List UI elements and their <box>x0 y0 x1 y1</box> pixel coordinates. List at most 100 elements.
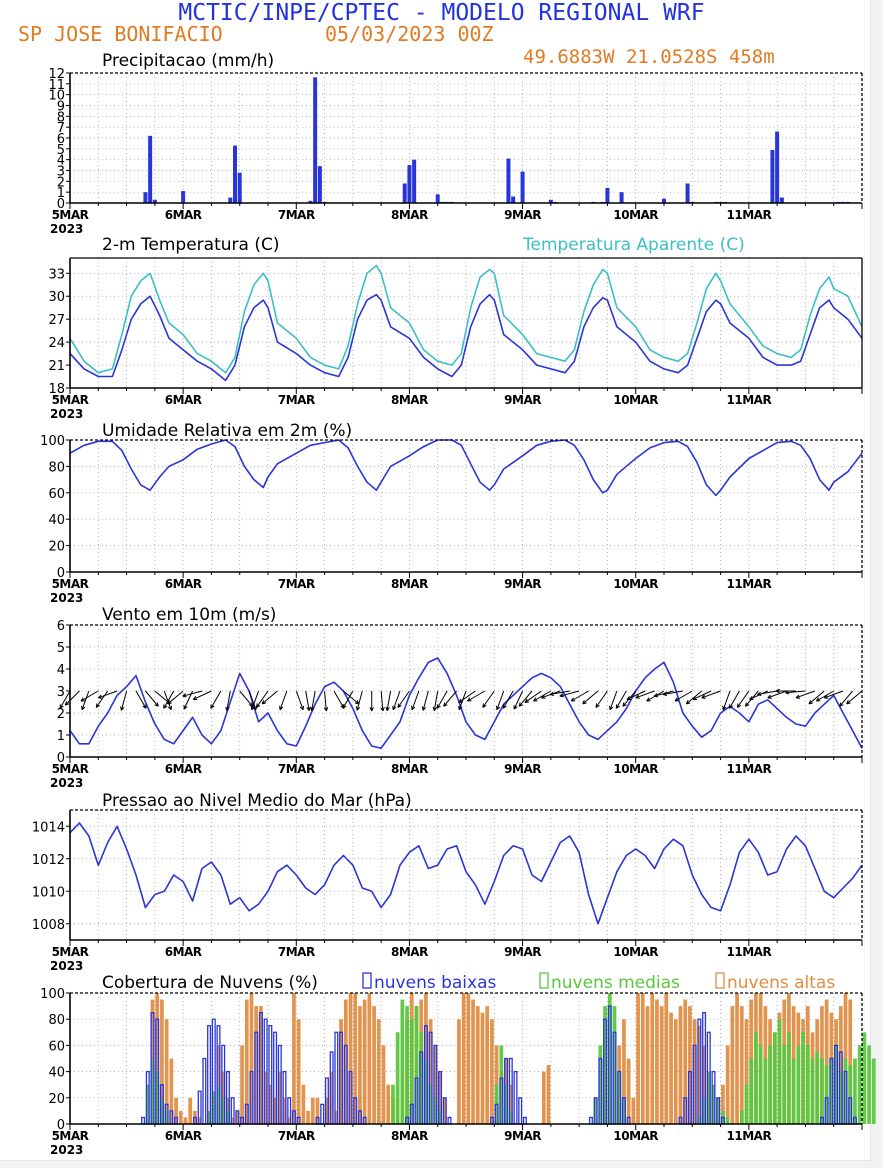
cloud-bar-nuvens-altas <box>273 1097 277 1124</box>
cloud-bar-nuvens-medias <box>438 1110 442 1124</box>
cloud-bar-nuvens-altas <box>358 1006 362 1124</box>
wind-arrow-head <box>163 704 168 709</box>
humidity-panel <box>66 439 863 578</box>
cloud-bar-nuvens-altas <box>254 1006 259 1124</box>
x-tick-label: 7MAR <box>278 1129 315 1143</box>
y-tick-label: 30 <box>48 290 65 305</box>
wind-arrow-head <box>846 700 851 705</box>
cloud-bar-nuvens-medias <box>820 1058 824 1124</box>
wind-arrow-head <box>369 707 374 712</box>
wind-arrow <box>95 690 109 708</box>
x-tick-label: 7MAR <box>278 577 315 591</box>
wind-arrow <box>380 690 384 711</box>
wind-arrow-head <box>248 702 254 707</box>
wind-arrow-head <box>662 691 668 697</box>
cloud-bar-nuvens-altas <box>353 993 358 1124</box>
wind-arrow-head <box>167 705 173 711</box>
precip-bar <box>775 131 780 203</box>
y-tick-label: 80 <box>48 1013 65 1028</box>
x-tick-label: 11MAR <box>727 945 772 959</box>
cloud-bar-nuvens-medias <box>815 1051 820 1124</box>
wind-arrow <box>163 690 172 710</box>
precip-bar <box>228 197 233 203</box>
cloud-bar-nuvens-altas <box>721 1084 725 1124</box>
y-tick-label: 6 <box>57 619 65 634</box>
cloud-bar-nuvens-altas <box>235 1110 240 1124</box>
y-tick-label: 0 <box>57 751 65 766</box>
wind-arrow-head <box>635 694 640 699</box>
y-tick-label: 1008 <box>32 918 65 933</box>
clouds-title: Cobertura de Nuvens (%) <box>102 973 318 993</box>
cloud-bar-nuvens-altas <box>160 999 164 1124</box>
cloud-bar-nuvens-medias <box>702 1097 706 1124</box>
x-tick-label: 11MAR <box>727 762 772 776</box>
cloud-bar-nuvens-altas <box>702 1045 706 1124</box>
wind-arrow-head <box>95 703 100 708</box>
cloud-bar-nuvens-altas <box>334 1110 339 1124</box>
wind-arrow-head <box>443 702 448 707</box>
cloud-bar-nuvens-altas <box>164 1019 169 1124</box>
y-tick-label: 0 <box>57 197 65 212</box>
wind-arrow-head <box>432 706 437 711</box>
y-tick-label: 1010 <box>32 885 65 900</box>
wind-arrow-head <box>97 694 103 699</box>
cloud-bar-nuvens-medias <box>405 1006 409 1124</box>
x-tick-label: 8MAR <box>391 208 428 222</box>
cloud-bar-nuvens-altas <box>659 1006 664 1124</box>
wind-arrow <box>295 690 304 710</box>
y-tick-label: 60 <box>48 487 65 502</box>
cloud-bar-nuvens-altas <box>461 993 466 1124</box>
wind-arrow <box>145 690 159 707</box>
legend-label-nuvens-medias: nuvens medias <box>551 973 680 993</box>
cloud-bar-nuvens-altas <box>263 1071 268 1124</box>
wind-arrow <box>674 690 693 702</box>
cloud-bar-nuvens-altas <box>546 1065 551 1124</box>
cloud-bar-nuvens-altas <box>433 1045 438 1124</box>
cloud-bar-nuvens-altas <box>197 1117 202 1124</box>
cloud-bar-nuvens-medias <box>758 1045 763 1124</box>
x-tick-label: 6MAR <box>165 762 202 776</box>
cloud-bar-nuvens-medias <box>216 1084 221 1124</box>
pressure-series-line-0 <box>69 822 863 925</box>
wind-arrow <box>467 690 486 702</box>
wind-arrow-head <box>518 702 523 707</box>
wind-arrow <box>64 690 80 706</box>
y-tick-label: 33 <box>48 267 65 282</box>
cloud-bar-nuvens-baixas <box>518 1097 523 1125</box>
cloud-bar-nuvens-medias <box>763 1058 768 1124</box>
precip-bar <box>511 196 516 203</box>
cloud-bar-nuvens-medias <box>612 1006 617 1124</box>
precip-bar <box>407 165 412 203</box>
legend-swatch-nuvens-medias <box>539 972 549 989</box>
wind-arrow-head <box>81 705 86 711</box>
y-tick-label: 12 <box>48 67 65 82</box>
precip-bar <box>152 199 157 203</box>
wind-arrow <box>261 690 278 705</box>
wind-arrow-head <box>261 700 267 705</box>
cloud-bar-nuvens-altas <box>730 1006 735 1124</box>
wind-arrow-head <box>385 706 390 711</box>
wind-title: Vento em 10m (m/s) <box>102 605 276 625</box>
x-tick-label: 8MAR <box>391 762 428 776</box>
wind-arrow-head <box>380 707 385 712</box>
cloud-bar-nuvens-altas <box>178 1110 183 1124</box>
wind-arrow-head <box>692 696 698 701</box>
cloud-bar-nuvens-baixas <box>334 1031 339 1125</box>
x-year-label: 2023 <box>50 959 83 973</box>
cloud-bar-nuvens-baixas <box>141 1116 146 1125</box>
y-tick-label: 60 <box>48 1039 65 1054</box>
cloud-bar-nuvens-altas <box>282 1097 287 1124</box>
wind-arrow-head <box>615 704 620 709</box>
wind-arrow <box>524 690 542 703</box>
cloud-bar-nuvens-medias <box>617 1071 622 1124</box>
y-tick-label: 40 <box>48 513 65 528</box>
x-tick-label: 8MAR <box>391 393 428 407</box>
x-tick-label: 10MAR <box>613 208 658 222</box>
wind-arrow-head <box>192 696 198 701</box>
cloud-bar-nuvens-baixas <box>320 1103 325 1125</box>
cloud-bar-nuvens-altas <box>541 1071 546 1124</box>
wind-arrow-head <box>549 691 555 697</box>
precip-panel <box>66 72 863 209</box>
wind-arrow <box>458 690 476 703</box>
